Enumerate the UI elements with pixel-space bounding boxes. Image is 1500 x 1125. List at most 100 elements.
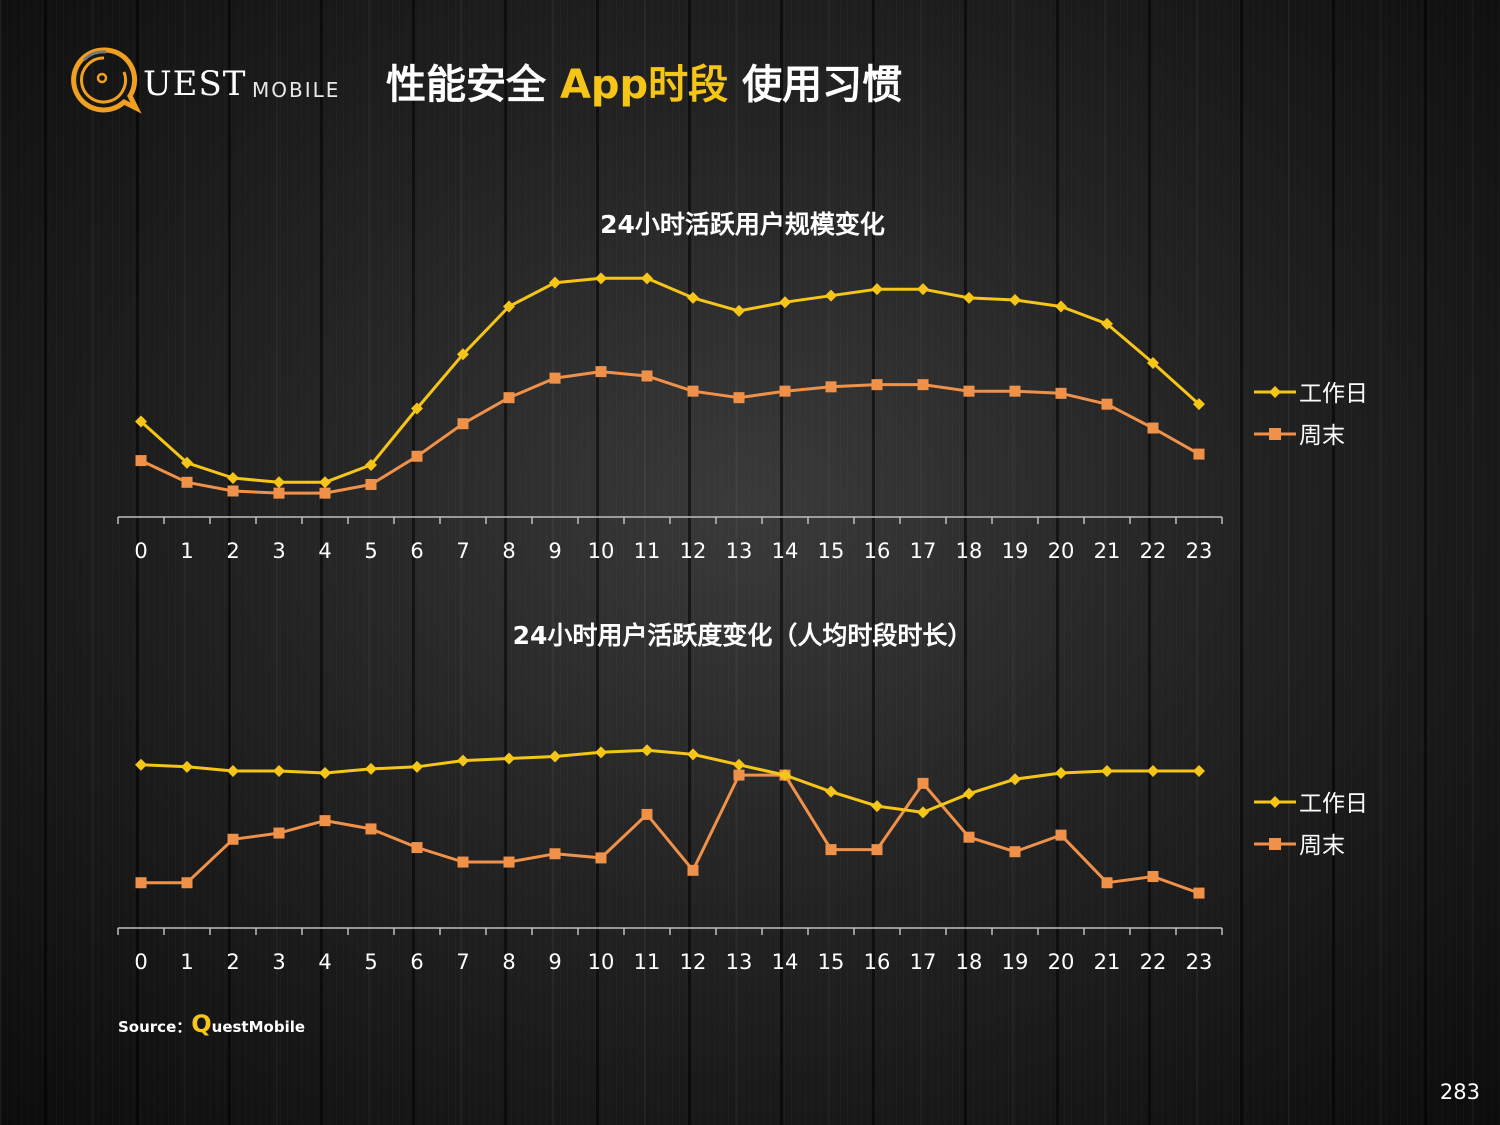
data-point-weekend — [1193, 448, 1205, 460]
x-tick-label: 11 — [634, 539, 661, 563]
data-point-workday — [641, 744, 653, 757]
legend-item-weekend: 周末 — [1254, 824, 1414, 866]
legend-weekend-label: 周末 — [1299, 833, 1345, 859]
data-point-workday — [273, 764, 285, 777]
data-point-weekend — [365, 478, 377, 490]
series-line-workday — [139, 276, 1201, 484]
x-tick-label: 11 — [634, 950, 661, 974]
legend-weekend-label: 周末 — [1299, 423, 1345, 449]
data-point-workday — [135, 758, 147, 771]
data-point-workday — [1009, 773, 1021, 786]
data-point-weekend — [779, 385, 791, 397]
data-point-weekend — [549, 848, 561, 860]
data-point-weekend — [733, 392, 745, 404]
data-point-weekend — [135, 455, 147, 467]
x-tick-label: 21 — [1094, 950, 1121, 974]
data-point-weekend — [825, 381, 837, 393]
x-tick-label: 20 — [1048, 539, 1075, 563]
data-point-weekend — [273, 827, 285, 839]
x-tick-label: 5 — [364, 539, 377, 563]
page-number: 283 — [1439, 1080, 1480, 1104]
data-point-weekend — [687, 864, 699, 876]
x-tick-label: 19 — [1002, 539, 1029, 563]
data-point-workday — [779, 296, 791, 309]
data-point-weekend — [1009, 846, 1021, 858]
x-tick-label: 22 — [1140, 950, 1167, 974]
data-point-weekend — [1193, 887, 1205, 899]
x-tick-label: 13 — [726, 539, 753, 563]
data-point-workday — [1101, 764, 1113, 777]
data-point-workday — [687, 291, 699, 304]
x-tick-label: 0 — [134, 950, 147, 974]
data-point-workday — [365, 762, 377, 775]
source-rest: uestMobile — [211, 1018, 306, 1036]
logo-text: UEST — [143, 64, 247, 104]
data-point-workday — [181, 456, 193, 469]
x-tick-label: 9 — [548, 950, 561, 974]
x-tick-label: 9 — [548, 539, 561, 563]
data-point-weekend — [1147, 422, 1159, 434]
quest-mobile-logo-icon — [71, 47, 142, 114]
logo-subtext: MOBILE — [252, 78, 341, 102]
legend-weekend-marker-icon — [1254, 838, 1296, 850]
data-point-workday — [181, 760, 193, 773]
data-point-workday — [227, 471, 239, 484]
data-point-workday — [1009, 294, 1021, 307]
data-point-workday — [549, 750, 561, 763]
data-point-weekend — [595, 366, 607, 378]
x-tick-label: 6 — [410, 950, 423, 974]
x-tick-label: 1 — [180, 539, 193, 563]
data-point-workday — [1101, 317, 1113, 330]
legend-workday-label: 工作日 — [1299, 791, 1368, 817]
source-q: Q — [191, 1010, 212, 1038]
data-point-weekend — [503, 392, 515, 404]
data-point-workday — [595, 272, 607, 285]
x-tick-label: 4 — [318, 950, 331, 974]
x-tick-label: 23 — [1186, 539, 1213, 563]
data-point-weekend — [227, 833, 239, 845]
x-tick-label: 17 — [910, 950, 937, 974]
series-line-weekend — [141, 773, 1200, 895]
data-point-weekend — [595, 852, 607, 864]
x-tick-label: 3 — [272, 539, 285, 563]
data-point-weekend — [457, 856, 469, 868]
x-tick-label: 10 — [588, 950, 615, 974]
x-tick-label: 13 — [726, 950, 753, 974]
data-point-workday — [825, 289, 837, 302]
x-tick-label: 22 — [1140, 539, 1167, 563]
data-point-workday — [549, 276, 561, 289]
page-title-part2: 使用习惯 — [728, 62, 903, 108]
x-tick-label: 12 — [680, 539, 707, 563]
data-point-workday — [963, 291, 975, 304]
data-point-weekend — [365, 823, 377, 835]
data-point-workday — [917, 806, 929, 819]
data-point-weekend — [963, 385, 975, 397]
x-tick-label: 21 — [1094, 539, 1121, 563]
legend-workday-marker-icon — [1254, 796, 1296, 808]
data-point-workday — [963, 787, 975, 800]
data-point-weekend — [1009, 385, 1021, 397]
data-point-workday — [1055, 767, 1067, 780]
data-point-weekend — [135, 877, 147, 889]
data-point-workday — [917, 283, 929, 296]
data-point-workday — [595, 746, 607, 759]
data-point-weekend — [1147, 871, 1159, 883]
data-point-weekend — [549, 372, 561, 384]
chart-2-title: 24小时用户活跃度变化（人均时段时长） — [512, 621, 973, 650]
data-point-weekend — [319, 815, 331, 827]
data-point-workday — [227, 764, 239, 777]
x-tick-label: 23 — [1186, 950, 1213, 974]
data-point-weekend — [733, 769, 745, 781]
data-point-weekend — [1055, 829, 1067, 841]
data-point-workday — [871, 800, 883, 813]
data-point-workday — [733, 758, 745, 771]
data-point-workday — [871, 283, 883, 296]
data-point-workday — [457, 348, 469, 361]
data-point-weekend — [503, 856, 515, 868]
data-point-weekend — [871, 844, 883, 856]
data-point-workday — [1147, 764, 1159, 777]
x-tick-label: 7 — [456, 950, 469, 974]
data-point-weekend — [871, 379, 883, 391]
x-tick-label: 15 — [818, 539, 845, 563]
data-point-workday — [503, 300, 515, 313]
